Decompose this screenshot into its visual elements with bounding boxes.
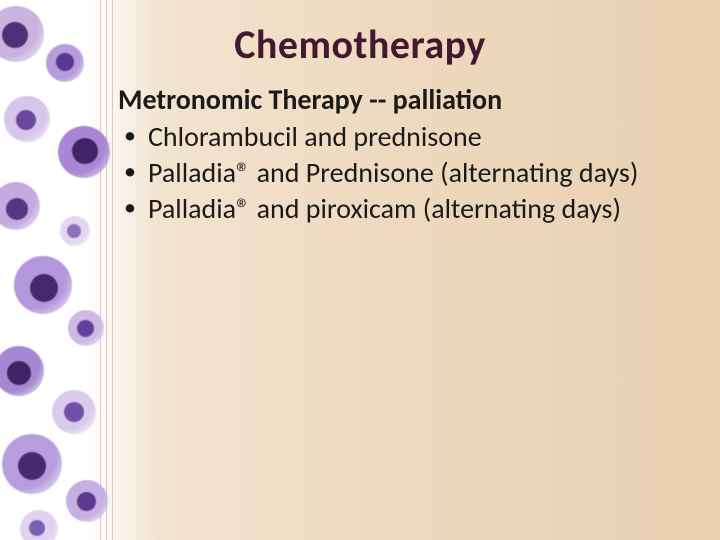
bullet-list: Chlorambucil and prednisone Palladia® an… [118, 119, 690, 226]
subheading: Metronomic Therapy -- palliation [118, 82, 690, 117]
list-item: Chlorambucil and prednisone [118, 119, 690, 155]
decorative-cell-nucleus [7, 361, 31, 385]
decorative-cell-nucleus [18, 452, 46, 480]
decorative-cell-nucleus [72, 138, 98, 164]
list-item: Palladia® and Prednisone (alternating da… [118, 155, 690, 191]
decorative-cell-band [0, 0, 135, 540]
list-item: Palladia® and piroxicam (alternating day… [118, 191, 690, 227]
decorative-stripe [112, 0, 113, 540]
decorative-cell-nucleus [6, 198, 28, 220]
decorative-stripe [100, 0, 101, 540]
slide-body: Metronomic Therapy -- palliation Chloram… [118, 82, 690, 226]
decorative-cell-nucleus [77, 492, 96, 511]
decorative-stripe [106, 0, 107, 540]
slide: Chemotherapy Metronomic Therapy -- palli… [0, 0, 720, 540]
slide-title: Chemotherapy [0, 20, 720, 69]
decorative-cell-nucleus [29, 520, 45, 536]
decorative-cell-nucleus [64, 402, 84, 422]
decorative-cell-nucleus [77, 320, 94, 337]
decorative-cell-nucleus [16, 110, 36, 130]
decorative-cell-nucleus [67, 224, 81, 238]
decorative-cell-nucleus [30, 274, 58, 302]
